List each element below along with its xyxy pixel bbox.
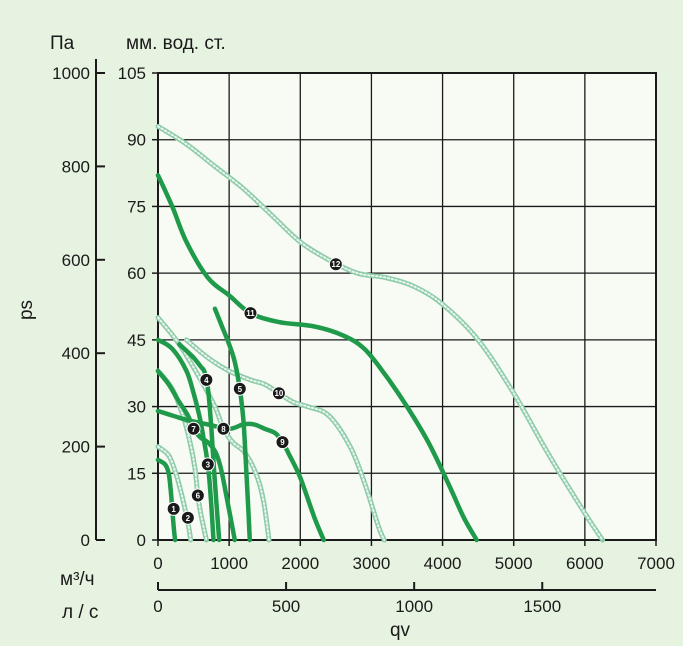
curve-3-line [155,337,216,543]
pa-tick-label: 600 [62,251,90,270]
m3h-tick-label: 6000 [566,554,604,573]
curve-10-line-pattern [185,338,386,541]
curve-9-badge: 9 [275,435,290,450]
mm-tick-label: 60 [127,264,146,283]
curve-11-badge-circle [243,306,258,321]
m3h-tick-label: 7000 [637,554,675,573]
m3h-tick-label: 4000 [424,554,462,573]
pa-tick-label: 400 [62,344,90,363]
curve-11-badge-label: 11 [246,309,255,318]
curve-7-badge-label: 7 [191,425,196,434]
plot-area [158,73,656,540]
mm-tick-label: 105 [118,64,146,83]
ls-tick-label: 1000 [395,597,433,616]
curve-1-badge-label: 1 [171,505,176,514]
curve-9-badge-circle [275,435,290,450]
curve-10-badge: 10 [271,386,286,401]
curve-7-badge: 7 [186,421,201,436]
plot-frame [157,72,657,541]
curve-11-line [155,173,479,543]
curve-1-badge-circle [166,501,181,516]
ls-tick-label: 500 [272,597,300,616]
unit-label-pa: Па [50,33,75,54]
pa-tick-label: 0 [81,531,90,550]
unit-label-ls: л / с [62,602,98,623]
mm-tick-label: 75 [127,197,146,216]
unit-label-mm: мм. вод. ст. [126,33,226,54]
curve-4-badge-circle [199,372,214,387]
pa-tick-label: 800 [62,157,90,176]
curve-10-badge-label: 10 [274,389,283,398]
curve-2-badge-label: 2 [186,514,191,523]
ls-tick-label: 1500 [523,597,561,616]
curve-6-line-pattern [157,370,208,541]
curve-2-badge: 2 [180,510,195,525]
curve-4-badge: 4 [199,372,214,387]
curve-11-badge: 11 [243,306,258,321]
m3h-tick-label: 1000 [210,554,248,573]
curve-5-badge-label: 5 [238,385,243,394]
curve-12-badge-circle [328,257,343,272]
curve-8-badge-circle [216,421,231,436]
curve-3-badge: 3 [200,457,215,472]
unit-label-m3h: м³/ч [60,569,95,590]
mm-tick-label: 90 [127,131,146,150]
curve-2-badge-circle [180,510,195,525]
m3h-tick-label: 0 [153,554,162,573]
curve-8-line-pattern [157,316,270,541]
mm-tick-label: 45 [127,331,146,350]
mm-tick-label: 30 [127,398,146,417]
m3h-tick-label: 3000 [353,554,391,573]
x-axis-title: qv [390,620,411,641]
curve-4-badge-label: 4 [204,376,209,385]
curve-1-line [155,457,178,543]
curve-12-badge-label: 12 [331,260,340,269]
curve-6-badge-circle [190,488,205,503]
curve-9-line [155,408,327,543]
curve-6-badge: 6 [190,488,205,503]
curve-3-badge-circle [200,457,215,472]
pa-tick-label: 1000 [52,64,90,83]
mm-tick-label: 15 [127,464,146,483]
curve-6-badge-label: 6 [196,492,201,501]
curve-9-badge-label: 9 [280,438,285,447]
curve-5-badge-circle [232,381,247,396]
pa-tick-label: 200 [62,438,90,457]
curve-12-line-pattern [157,125,604,541]
ls-tick-label: 0 [153,597,162,616]
m3h-tick-label: 5000 [495,554,533,573]
curve-1-badge: 1 [166,501,181,516]
y-axis-title: ps [16,300,37,320]
curve-10-badge-circle [271,386,286,401]
mm-tick-label: 0 [137,531,146,550]
curve-8-badge-label: 8 [221,425,226,434]
curves-layer [155,123,606,543]
curve-3-badge-label: 3 [206,460,211,469]
curve-8-badge: 8 [216,421,231,436]
m3h-tick-label: 2000 [281,554,319,573]
curve-7-line [155,368,238,543]
curve-5-badge: 5 [232,381,247,396]
curve-12-badge: 12 [328,257,343,272]
curve-7-badge-circle [186,421,201,436]
